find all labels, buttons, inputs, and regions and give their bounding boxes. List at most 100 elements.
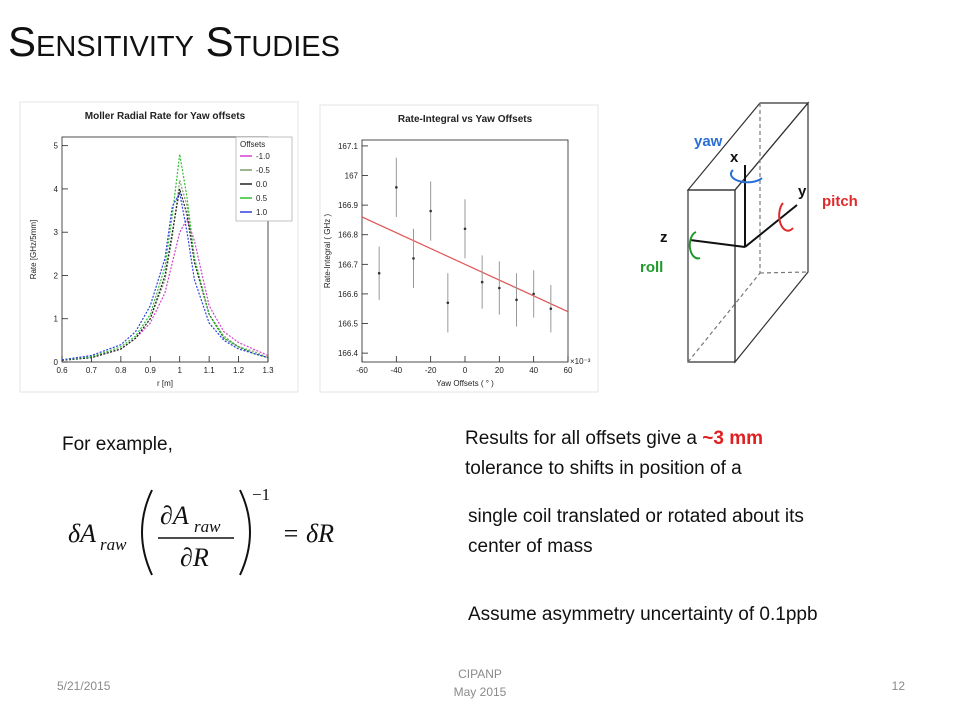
x-tick-label: 20 [495,366,504,375]
assume-text: Assume asymmetry uncertainty of 0.1ppb [468,604,818,625]
legend-label: 0.0 [256,180,268,189]
slide-title: Sensitivity Studies [8,18,340,65]
formula: δA raw ∂A raw ∂R −1 = δR [68,485,334,576]
x-axis-label: Yaw Offsets ( ° ) [436,379,494,388]
yaw-arrow [729,169,763,184]
z-label: z [660,229,668,246]
diagram-labels: yaw x y pitch z roll [640,133,858,276]
data-point [377,271,381,275]
x-axis-label: r [m] [157,379,173,388]
data-point [395,186,398,189]
data-point [515,298,518,302]
x-tick-label: 0 [463,366,468,375]
x-tick-label: 1.3 [262,366,274,375]
x-tick-label: 0.9 [145,366,157,375]
pitch-label: pitch [822,193,858,210]
pitch-arrow [778,202,794,232]
formula-lhs-sub: raw [100,535,127,554]
legend-box [235,136,293,222]
slab-front [687,189,736,363]
y-tick-label: 166.4 [338,349,359,358]
x-tick-label: 1.1 [204,366,216,375]
legend-label: 1.0 [256,208,268,217]
chart: Rate-Integral vs Yaw Offsets -60 -40 -20 0 20… [319,104,599,393]
axes [689,165,798,248]
formula-num: ∂A [160,501,189,530]
chart-title: Rate-Integral vs Yaw Offsets [398,114,533,125]
x-tick-label: -40 [391,366,403,375]
x-tick-label: -60 [356,366,368,375]
yaw-label: yaw [694,133,723,150]
data-point [412,257,415,260]
legend-label: -0.5 [256,166,270,175]
data-point [463,227,467,231]
footer-conf: CIPANP [458,667,502,681]
data-point [532,292,535,296]
chart: Moller Radial Rate for Yaw offsets 0.6 0.7… [19,101,299,393]
y-tick-label: 2 [54,271,59,280]
results-line2: tolerance to shifts in position of a [465,458,742,479]
y-tick-label: 166.8 [338,231,359,240]
formula-lhs: δA [68,519,96,548]
legend-title: Offsets [240,140,265,149]
paren-left [141,489,153,576]
footer-conf-date: May 2015 [454,685,507,699]
coil-line2: center of mass [468,536,593,557]
legend-label: -1.0 [256,152,270,161]
x-label: x [730,149,739,166]
formula-num-sub: raw [194,517,221,536]
coil-diagram [686,101,810,364]
coil-line1: single coil translated or rotated about … [468,506,804,527]
formula-rhs: = δR [282,519,334,548]
x-tick-label: 1 [177,366,182,375]
results-text: Results for all offsets give a [465,428,702,449]
x-tick-label: 60 [564,366,573,375]
x-tick-label: -20 [425,366,437,375]
y-tick-label: 166.7 [338,260,359,269]
plot-frame [61,136,269,363]
y-tick-label: 1 [54,315,59,324]
paren-right [239,489,251,576]
y-tick-label: 0 [54,358,59,367]
y-tick-label: 3 [54,228,59,237]
results-highlight: ~3 mm [702,428,763,449]
formula-exp: −1 [252,485,270,504]
y-tick-label: 167.1 [338,142,359,151]
footer-date: 5/21/2015 [57,679,111,693]
x-tick-label: 0.7 [86,366,98,375]
example-text: For example, [62,434,173,455]
x-tick-label: 1.2 [233,366,245,375]
footer-page: 12 [892,679,906,693]
y-tick-label: 167 [345,172,359,181]
results-line1: Results for all offsets give a ~3 mm [465,428,763,449]
series-line [61,191,269,361]
series-line [61,188,269,361]
y-tick-label: 5 [54,142,59,151]
chart-canvas [319,104,599,393]
series-line [61,180,269,361]
y-tick-label: 4 [54,185,59,194]
data-point [498,286,501,290]
hidden-edges [687,103,809,363]
x-multiplier: ×10⁻³ [570,357,591,366]
series-line [61,154,269,361]
slab-side [734,101,809,364]
y-axis-label: Rate [GHz/5mm] [29,220,38,280]
y-tick-label: 166.9 [338,201,359,210]
y-label: y [798,183,807,200]
x-tick-label: 40 [529,366,538,375]
x-tick-label: 0.8 [115,366,127,375]
y-axis-label: Rate-Integral ( GHz ) [323,214,332,289]
chart-title: Moller Radial Rate for Yaw offsets [85,111,246,122]
data-point [480,280,484,284]
data-point [429,209,432,213]
roll-label: roll [640,259,663,276]
formula-den: ∂R [180,543,209,572]
y-tick-label: 166.5 [338,320,359,329]
data-point [446,301,450,305]
data-point [549,307,553,311]
roll-arrow [688,231,701,260]
y-tick-label: 166.6 [338,290,359,299]
x-tick-label: 0.6 [56,366,68,375]
